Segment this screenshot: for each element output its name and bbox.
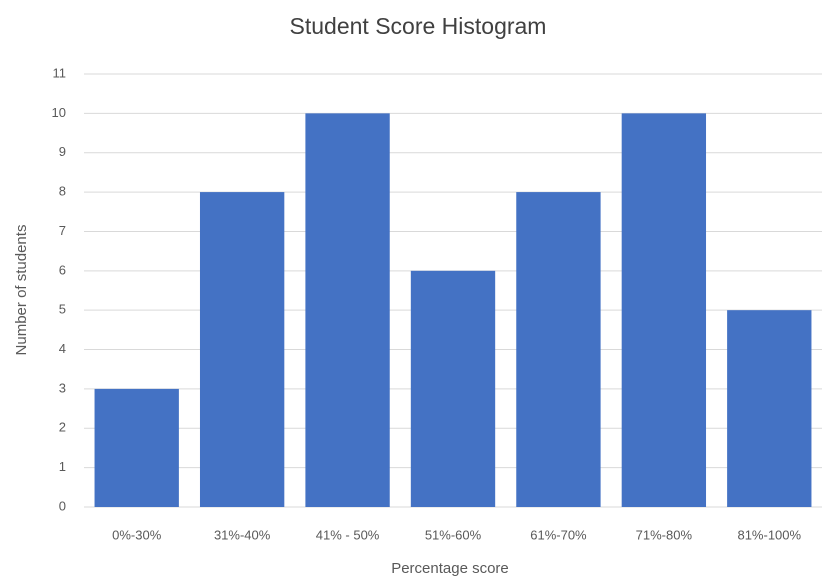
y-tick-label: 8	[59, 184, 66, 199]
x-tick-label: 51%-60%	[425, 527, 482, 542]
y-tick-label: 0	[59, 498, 66, 513]
x-tick-label: 61%-70%	[530, 527, 587, 542]
chart-title: Student Score Histogram	[290, 13, 547, 39]
x-tick-label: 31%-40%	[214, 527, 271, 542]
bar	[516, 192, 601, 507]
bar	[305, 113, 390, 507]
y-tick-label: 11	[53, 65, 67, 80]
bar	[727, 310, 812, 507]
y-tick-label: 10	[52, 105, 66, 120]
bar	[94, 388, 179, 507]
y-axis-title: Number of students	[13, 225, 30, 356]
x-tick-label: 71%-80%	[636, 527, 693, 542]
y-tick-label: 6	[59, 262, 66, 277]
y-tick-label: 1	[59, 459, 66, 474]
x-tick-label: 81%-100%	[737, 527, 801, 542]
y-tick-label: 3	[59, 380, 66, 395]
bar	[410, 270, 496, 507]
y-tick-label: 5	[59, 302, 66, 317]
y-tick-label: 4	[59, 341, 66, 356]
x-tick-label: 41% - 50%	[316, 527, 380, 542]
y-tick-label: 7	[59, 223, 66, 238]
y-tick-label: 9	[59, 144, 66, 159]
bar	[621, 113, 707, 507]
x-axis-title: Percentage score	[391, 560, 509, 577]
y-tick-label: 2	[59, 420, 66, 435]
bar	[199, 192, 285, 507]
x-tick-label: 0%-30%	[112, 527, 162, 542]
